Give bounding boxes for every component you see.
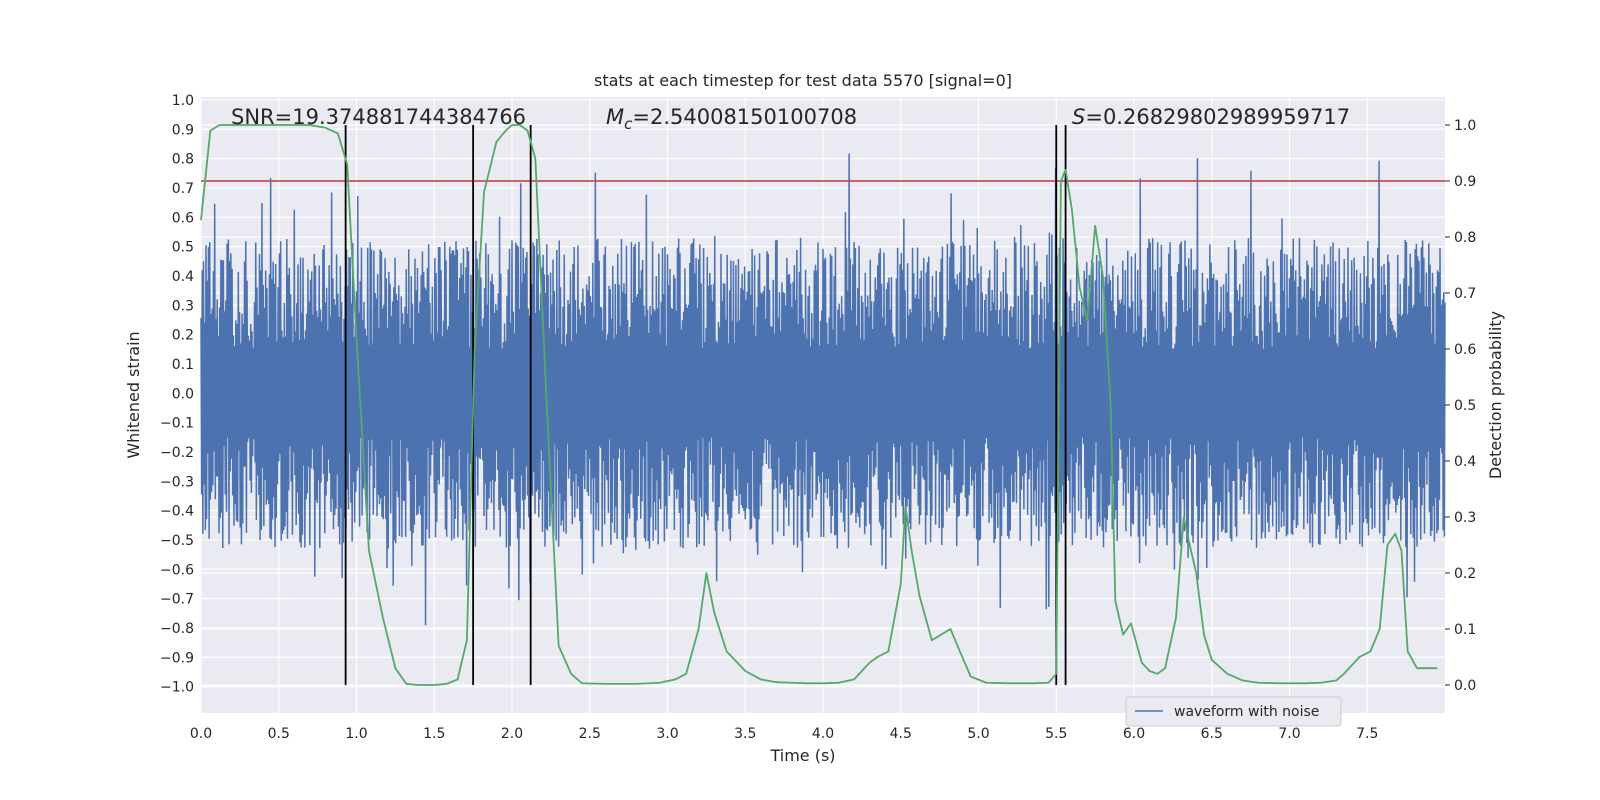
- chirp-mass-annotation: Mc=2.54008150100708: [606, 105, 857, 133]
- y-left-axis-label: Whitened strain: [124, 331, 143, 458]
- y-left-tick-label: −0.8: [160, 621, 194, 637]
- y-left-tick-label: 0.6: [172, 210, 194, 226]
- y-left-tick-label: −0.1: [160, 416, 194, 432]
- mc-value: =2.54008150100708: [632, 105, 857, 129]
- x-tick-label: 7.0: [1278, 726, 1300, 742]
- y-left-tick-label: 0.8: [172, 152, 194, 168]
- y-right-tick-label: 0.7: [1454, 286, 1476, 302]
- y-right-tick-label: 0.5: [1454, 398, 1476, 414]
- x-tick-label: 2.0: [501, 726, 523, 742]
- s-annotation: S=0.26829802989959717: [1072, 105, 1350, 129]
- y-right-tick-label: 0.2: [1454, 566, 1476, 582]
- y-left-tick-labels: 1.0 0.9 0.8 0.7 0.6 0.5 0.4 0.3 0.2 0.1 0.0 −0.1 −0.…: [160, 93, 194, 696]
- y-right-tick-label: 0.4: [1454, 454, 1476, 470]
- mc-subscript: c: [624, 115, 633, 133]
- x-tick-label: 4.0: [812, 726, 834, 742]
- x-tick-label: 3.0: [656, 726, 678, 742]
- s-symbol: S: [1072, 105, 1085, 129]
- x-axis-label: Time (s): [769, 746, 835, 765]
- legend: waveform with noise: [1125, 696, 1342, 727]
- y-left-tick-label: 0.0: [172, 386, 194, 402]
- x-tick-labels: 0.0 0.5 1.0 1.5 2.0 2.5 3.0 3.5 4.0 4.5 5.0 5.5 6.0 6…: [190, 726, 1379, 742]
- y-left-tick-label: −0.9: [160, 650, 194, 666]
- waveform-with-noise-line: [200, 153, 1446, 626]
- detection-probability-line: [200, 124, 1438, 686]
- legend-box: [1125, 696, 1342, 727]
- x-tick-label: 0.5: [268, 726, 290, 742]
- x-tick-label: 2.5: [579, 726, 601, 742]
- series-detection-probability: [200, 124, 1438, 686]
- y-left-tick-label: −0.5: [160, 533, 194, 549]
- y-left-tick-label: −0.7: [160, 592, 194, 608]
- y-right-tick-label: 0.0: [1454, 678, 1476, 694]
- y-right-tick-label: 0.3: [1454, 510, 1476, 526]
- y-right-tick-labels: 1.0 0.9 0.8 0.7 0.6 0.5 0.4 0.3 0.2 0.1 0.0: [1445, 118, 1476, 694]
- y-left-tick-label: −0.3: [160, 474, 194, 490]
- y-left-tick-label: 1.0: [172, 93, 194, 109]
- x-tick-label: 4.5: [890, 726, 912, 742]
- legend-label-waveform: waveform with noise: [1174, 704, 1319, 720]
- x-tick-label: 3.5: [734, 726, 756, 742]
- y-right-tick-label: 0.8: [1454, 230, 1476, 246]
- y-left-tick-label: 0.5: [172, 240, 194, 256]
- x-tick-label: 6.0: [1123, 726, 1145, 742]
- y-left-tick-label: 0.3: [172, 298, 194, 314]
- chart-title: stats at each timestep for test data 557…: [594, 71, 1012, 90]
- y-right-axis-label: Detection probability: [1486, 311, 1505, 479]
- x-tick-label: 5.5: [1045, 726, 1067, 742]
- y-left-tick-label: 0.4: [172, 269, 194, 285]
- y-right-tick-label: 0.6: [1454, 342, 1476, 358]
- x-tick-label: 5.0: [967, 726, 989, 742]
- s-value: =0.26829802989959717: [1085, 105, 1350, 129]
- series-waveform-with-noise: [200, 153, 1446, 626]
- x-tick-label: 1.5: [423, 726, 445, 742]
- y-left-tick-label: −0.2: [160, 445, 194, 461]
- y-right-tick-label: 0.1: [1454, 622, 1476, 638]
- y-left-tick-label: −0.4: [160, 504, 194, 520]
- y-right-tick-label: 1.0: [1454, 118, 1476, 134]
- snr-annotation: SNR=19.374881744384766: [231, 105, 526, 129]
- mc-symbol: M: [606, 105, 624, 129]
- x-tick-label: 6.5: [1201, 726, 1223, 742]
- x-tick-label: 0.0: [190, 726, 212, 742]
- y-left-tick-label: −0.6: [160, 562, 194, 578]
- y-left-tick-label: 0.1: [172, 357, 194, 373]
- y-left-tick-label: 0.2: [172, 328, 194, 344]
- y-left-tick-label: −1.0: [160, 680, 194, 696]
- y-left-tick-label: 0.9: [172, 122, 194, 138]
- x-tick-label: 1.0: [345, 726, 367, 742]
- x-tick-label: 7.5: [1356, 726, 1378, 742]
- y-right-tick-label: 0.9: [1454, 174, 1476, 190]
- y-left-tick-label: 0.7: [172, 181, 194, 197]
